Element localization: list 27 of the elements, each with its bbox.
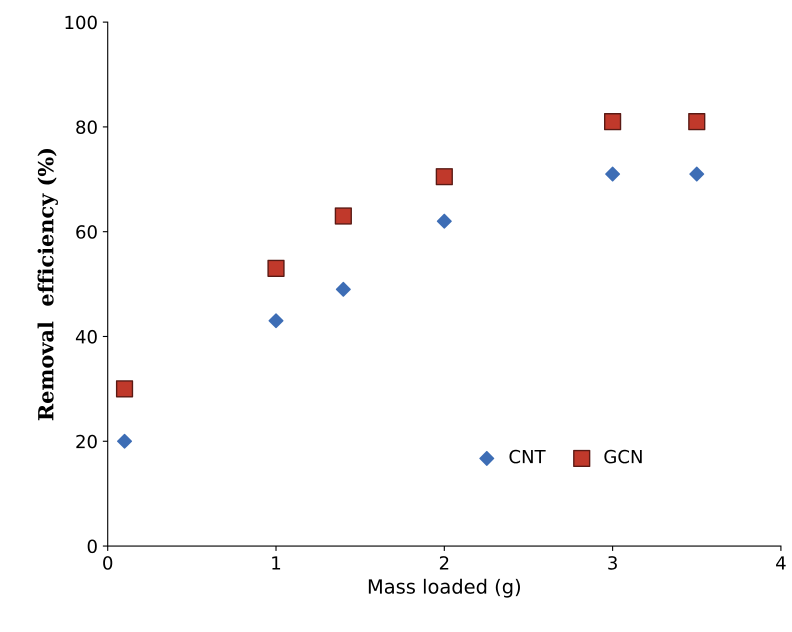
point: [117, 434, 132, 449]
point: [689, 166, 704, 182]
y-tick-label: 100: [66, 16, 97, 30]
point: [604, 113, 622, 130]
point: [436, 168, 453, 186]
y-tick-label: 80: [76, 120, 97, 134]
point: [688, 113, 706, 130]
x-tick-label: 2: [440, 556, 448, 570]
x-tick-label: 4: [776, 556, 786, 570]
x-tick-label: 1: [272, 556, 280, 570]
point: [116, 380, 134, 398]
x-tick-label: 0: [103, 556, 112, 570]
y-tick-label: 20: [76, 434, 97, 448]
y-axis-title: Removal efficiency (%): [38, 148, 58, 420]
legend-label: GCN: [604, 450, 642, 464]
y-tick-label: 40: [76, 330, 97, 344]
point: [336, 282, 351, 297]
y-tick-label: 60: [76, 225, 97, 239]
point: [334, 207, 352, 225]
legend-label: CNT: [509, 450, 546, 464]
x-axis-title: Mass loaded (g): [368, 578, 520, 598]
y-tick-label: 0: [88, 540, 97, 554]
point: [605, 166, 620, 182]
point: [436, 214, 452, 229]
point: [267, 260, 285, 277]
x-tick-label: 3: [608, 556, 617, 570]
point: [268, 313, 284, 328]
